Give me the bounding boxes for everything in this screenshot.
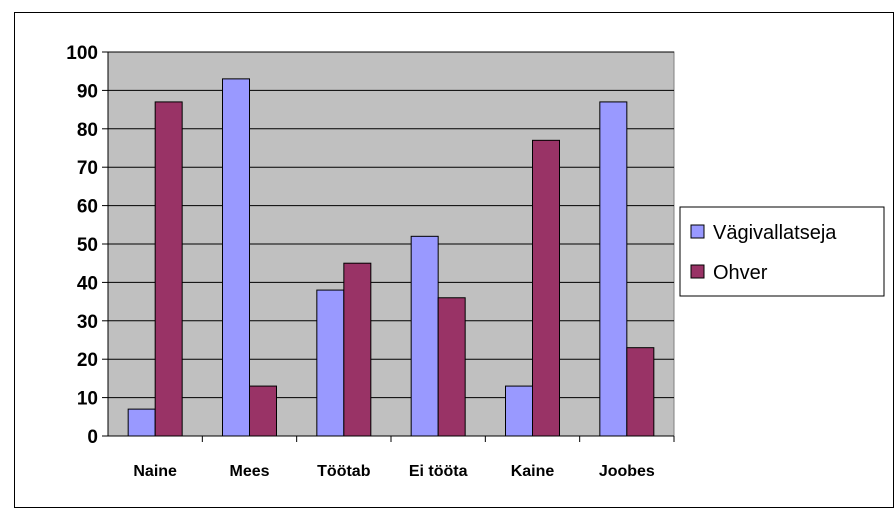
y-tick-label: 0	[87, 427, 98, 448]
bar-ohver	[249, 385, 277, 437]
bar-vagivallatseja	[599, 101, 628, 437]
y-tick-label: 80	[77, 120, 98, 141]
bar-vagivallatseja	[127, 408, 156, 437]
bar-ohver	[437, 297, 466, 437]
bar-ohver	[154, 101, 183, 437]
bar-ohver	[343, 262, 372, 437]
bar-vagivallatseja	[505, 385, 533, 437]
bar-vagivallatseja	[222, 78, 250, 437]
x-category-labels: Naine Mees Töötab Ei tööta Kaine Joobes	[133, 463, 655, 480]
bar-ohver	[626, 347, 655, 437]
bar-vagivallatseja	[410, 235, 439, 437]
x-category-label: Mees	[229, 463, 269, 480]
x-category-label: Joobes	[599, 463, 655, 480]
legend-swatch-0	[690, 224, 705, 239]
bar-vagivallatseja	[316, 289, 345, 437]
bars	[127, 78, 655, 437]
y-tick-labels: 0 10 20 30 40 50 60 70 80 90 100	[66, 43, 98, 448]
legend-swatch-1	[690, 264, 705, 279]
axes	[102, 51, 675, 442]
x-category-label: Töötab	[317, 463, 371, 480]
y-tick-label: 90	[77, 81, 98, 102]
y-tick-label: 50	[77, 235, 98, 256]
y-tick-label: 30	[77, 312, 98, 333]
y-tick-label: 60	[77, 197, 98, 218]
x-category-label: Kaine	[511, 463, 555, 480]
legend-label-0: Vägivallatseja	[713, 222, 837, 244]
y-tick-label: 20	[77, 350, 98, 371]
bar-ohver	[532, 139, 560, 437]
y-tick-label: 70	[77, 158, 98, 179]
y-tick-label: 100	[66, 43, 98, 64]
gridlines	[108, 51, 674, 399]
x-category-label: Ei tööta	[409, 463, 468, 480]
y-tick-label: 10	[77, 389, 98, 410]
legend: Vägivallatseja Ohver	[679, 206, 885, 297]
legend-box	[679, 206, 885, 297]
legend-label-1: Ohver	[713, 262, 768, 284]
x-category-label: Naine	[133, 463, 177, 480]
y-tick-label: 40	[77, 273, 98, 294]
